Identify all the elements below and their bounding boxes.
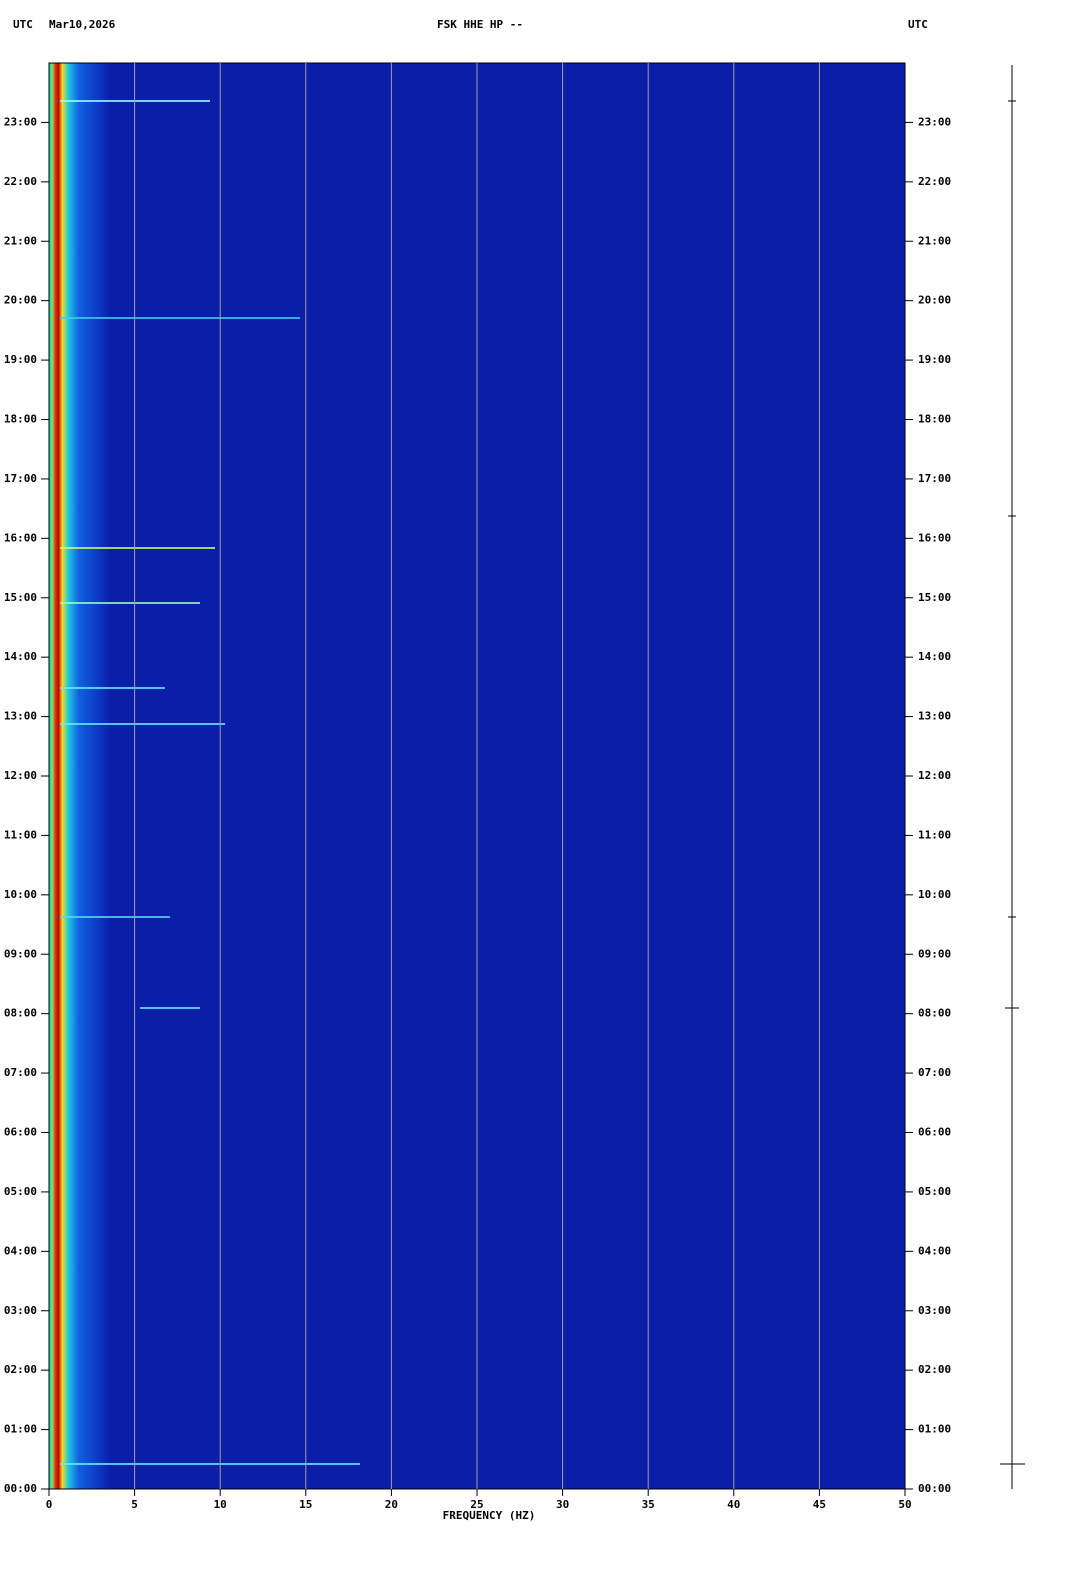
y-tick-label: 04:00 <box>4 1244 37 1257</box>
y-tick-label: 09:00 <box>4 947 37 960</box>
y-tick-label: 15:00 <box>4 591 37 604</box>
x-tick-label: 45 <box>813 1498 826 1511</box>
y-tick-label: 11:00 <box>918 828 951 841</box>
y-tick-label: 22:00 <box>918 175 951 188</box>
y-tick-label: 03:00 <box>4 1304 37 1317</box>
low-frequency-band <box>49 63 109 1489</box>
y-tick-label: 09:00 <box>918 947 951 960</box>
x-tick-label: 0 <box>46 1498 53 1511</box>
y-tick-label: 02:00 <box>4 1363 37 1376</box>
y-tick-label: 08:00 <box>4 1007 37 1020</box>
y-tick-label: 00:00 <box>4 1482 37 1495</box>
y-tick-label: 12:00 <box>918 769 951 782</box>
streaks <box>60 100 360 1465</box>
y-tick-label: 10:00 <box>4 888 37 901</box>
y-tick-label: 10:00 <box>918 888 951 901</box>
y-tick-label: 20:00 <box>918 294 951 307</box>
y-tick-label: 04:00 <box>918 1244 951 1257</box>
date-label: Mar10,2026 <box>49 18 116 31</box>
x-tick-label: 50 <box>898 1498 911 1511</box>
zone-label: UTC <box>908 18 928 31</box>
x-tick-label: 35 <box>642 1498 655 1511</box>
x-tick-label: 25 <box>470 1498 483 1511</box>
y-tick-label: 14:00 <box>918 650 951 663</box>
x-tick-label: 15 <box>299 1498 312 1511</box>
y-tick-label: 22:00 <box>4 175 37 188</box>
y-tick-label: 15:00 <box>918 591 951 604</box>
y-tick-label: 08:00 <box>918 1007 951 1020</box>
y-tick-label: 17:00 <box>918 472 951 485</box>
y-tick-label: 13:00 <box>4 710 37 723</box>
y-tick-label: 20:00 <box>4 294 37 307</box>
y-tick-label: 07:00 <box>4 1066 37 1079</box>
y-tick-label: 03:00 <box>918 1304 951 1317</box>
y-tick-label: 18:00 <box>918 413 951 426</box>
y-tick-label: 21:00 <box>918 234 951 247</box>
y-tick-label: 11:00 <box>4 828 37 841</box>
y-tick-label: 23:00 <box>918 115 951 128</box>
y-tick-label: 05:00 <box>4 1185 37 1198</box>
zone-label: UTC <box>13 18 33 31</box>
y-tick-label: 17:00 <box>4 472 37 485</box>
seismogram-trace <box>1000 65 1025 1489</box>
y-tick-label: 12:00 <box>4 769 37 782</box>
x-axis-label: FREQUENCY (HZ) <box>443 1509 536 1522</box>
y-tick-label: 16:00 <box>918 531 951 544</box>
y-tick-label: 02:00 <box>918 1363 951 1376</box>
x-tick-label: 20 <box>385 1498 398 1511</box>
y-tick-label: 23:00 <box>4 115 37 128</box>
x-tick-label: 30 <box>556 1498 569 1511</box>
x-tick-label: 5 <box>131 1498 138 1511</box>
y-tick-label: 14:00 <box>4 650 37 663</box>
y-tick-label: 07:00 <box>918 1066 951 1079</box>
y-tick-label: 00:00 <box>918 1482 951 1495</box>
y-tick-label: 05:00 <box>918 1185 951 1198</box>
station-label: FSK HHE HP -- <box>437 18 523 31</box>
y-tick-label: 19:00 <box>918 353 951 366</box>
y-tick-label: 19:00 <box>4 353 37 366</box>
y-tick-label: 06:00 <box>918 1126 951 1139</box>
y-tick-label: 13:00 <box>918 710 951 723</box>
y-tick-label: 06:00 <box>4 1126 37 1139</box>
x-tick-label: 10 <box>214 1498 227 1511</box>
x-tick-label: 40 <box>727 1498 740 1511</box>
y-tick-label: 01:00 <box>4 1423 37 1436</box>
y-tick-label: 21:00 <box>4 234 37 247</box>
y-tick-label: 01:00 <box>918 1423 951 1436</box>
y-tick-label: 16:00 <box>4 531 37 544</box>
y-tick-label: 18:00 <box>4 413 37 426</box>
